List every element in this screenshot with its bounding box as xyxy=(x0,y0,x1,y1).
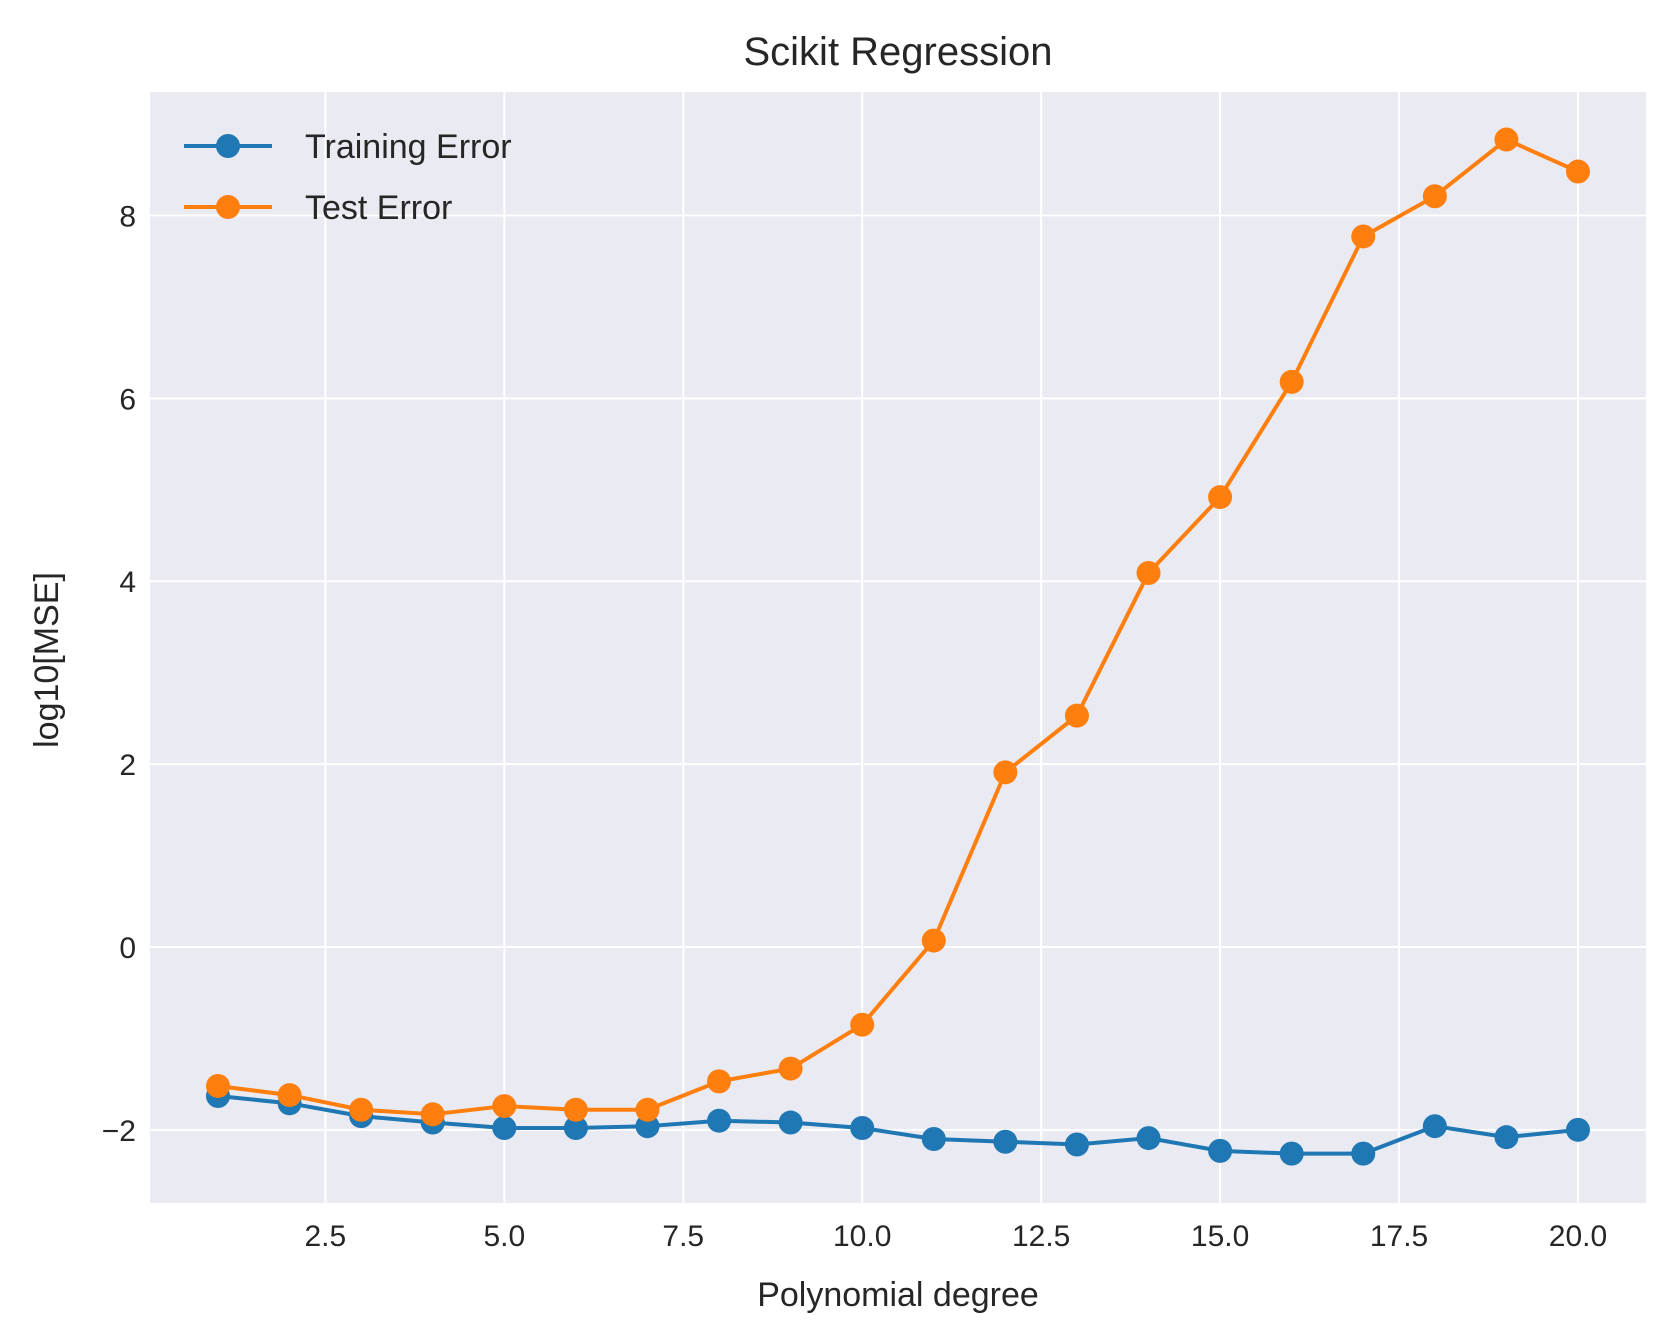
y-tick-label: −2 xyxy=(102,1115,136,1148)
data-point xyxy=(778,1110,803,1135)
data-point xyxy=(563,1116,588,1141)
legend-label: Training Error xyxy=(305,128,512,166)
data-point xyxy=(635,1097,660,1122)
data-point xyxy=(993,760,1018,785)
data-point xyxy=(1208,1138,1233,1163)
data-point xyxy=(1064,703,1089,728)
grid-lines xyxy=(150,92,1646,1203)
y-tick-label: 0 xyxy=(119,932,136,965)
x-tick-label: 15.0 xyxy=(1191,1220,1249,1253)
data-point xyxy=(1566,159,1590,184)
series-line xyxy=(217,137,1579,1117)
data-point xyxy=(707,1069,732,1094)
x-tick-label: 10.0 xyxy=(833,1220,891,1253)
data-point xyxy=(1279,369,1304,394)
x-tick-label: 2.5 xyxy=(305,1220,347,1253)
data-point xyxy=(921,928,946,953)
data-point xyxy=(1494,127,1519,152)
chart-title: Scikit Regression xyxy=(743,30,1052,74)
x-axis-ticks: 2.5 5.0 7.5 10.0 12.5 15.0 17.5 20.0 xyxy=(305,1220,1608,1253)
data-point xyxy=(1494,1125,1519,1150)
x-tick-label: 20.0 xyxy=(1549,1220,1607,1253)
data-point xyxy=(1422,184,1447,209)
data-point xyxy=(1351,224,1376,249)
data-point xyxy=(1279,1141,1304,1166)
data-point xyxy=(1208,485,1233,510)
data-point xyxy=(349,1097,374,1122)
legend: Training Error Test Error xyxy=(184,128,512,227)
data-point xyxy=(778,1056,803,1081)
series-0 xyxy=(206,1084,1590,1166)
data-point xyxy=(635,1114,660,1139)
data-point xyxy=(1064,1132,1089,1157)
data-point xyxy=(850,1116,875,1141)
legend-marker xyxy=(216,134,240,158)
legend-label: Test Error xyxy=(305,189,452,227)
data-point xyxy=(420,1102,445,1127)
legend-item: Training Error xyxy=(184,128,512,166)
y-axis-label: log10[MSE] xyxy=(28,572,66,748)
x-tick-label: 5.0 xyxy=(483,1220,525,1253)
data-point xyxy=(206,1073,230,1098)
data-point xyxy=(921,1126,946,1151)
x-tick-label: 17.5 xyxy=(1370,1220,1428,1253)
x-tick-label: 12.5 xyxy=(1012,1220,1070,1253)
data-point xyxy=(850,1012,875,1037)
y-tick-label: 6 xyxy=(119,383,136,416)
x-axis-label: Polynomial degree xyxy=(757,1276,1039,1314)
data-point xyxy=(1422,1114,1447,1139)
y-tick-label: 8 xyxy=(119,200,136,233)
data-point xyxy=(277,1083,302,1108)
plot-area xyxy=(150,92,1646,1203)
data-point xyxy=(993,1129,1018,1154)
series-1 xyxy=(206,127,1590,1127)
data-point xyxy=(492,1094,517,1119)
x-tick-label: 7.5 xyxy=(662,1220,704,1253)
y-tick-label: 2 xyxy=(119,749,136,782)
y-axis-ticks: −2 0 2 4 6 8 xyxy=(102,200,136,1147)
data-point xyxy=(1566,1117,1590,1142)
data-point xyxy=(707,1108,732,1133)
legend-item: Test Error xyxy=(184,189,452,227)
series-layer xyxy=(206,127,1590,1166)
data-point xyxy=(492,1116,517,1141)
data-point xyxy=(563,1097,588,1122)
data-point xyxy=(1136,560,1161,585)
legend-marker xyxy=(216,195,240,219)
y-tick-label: 4 xyxy=(119,566,136,599)
data-point xyxy=(1136,1126,1161,1151)
data-point xyxy=(1351,1141,1376,1166)
